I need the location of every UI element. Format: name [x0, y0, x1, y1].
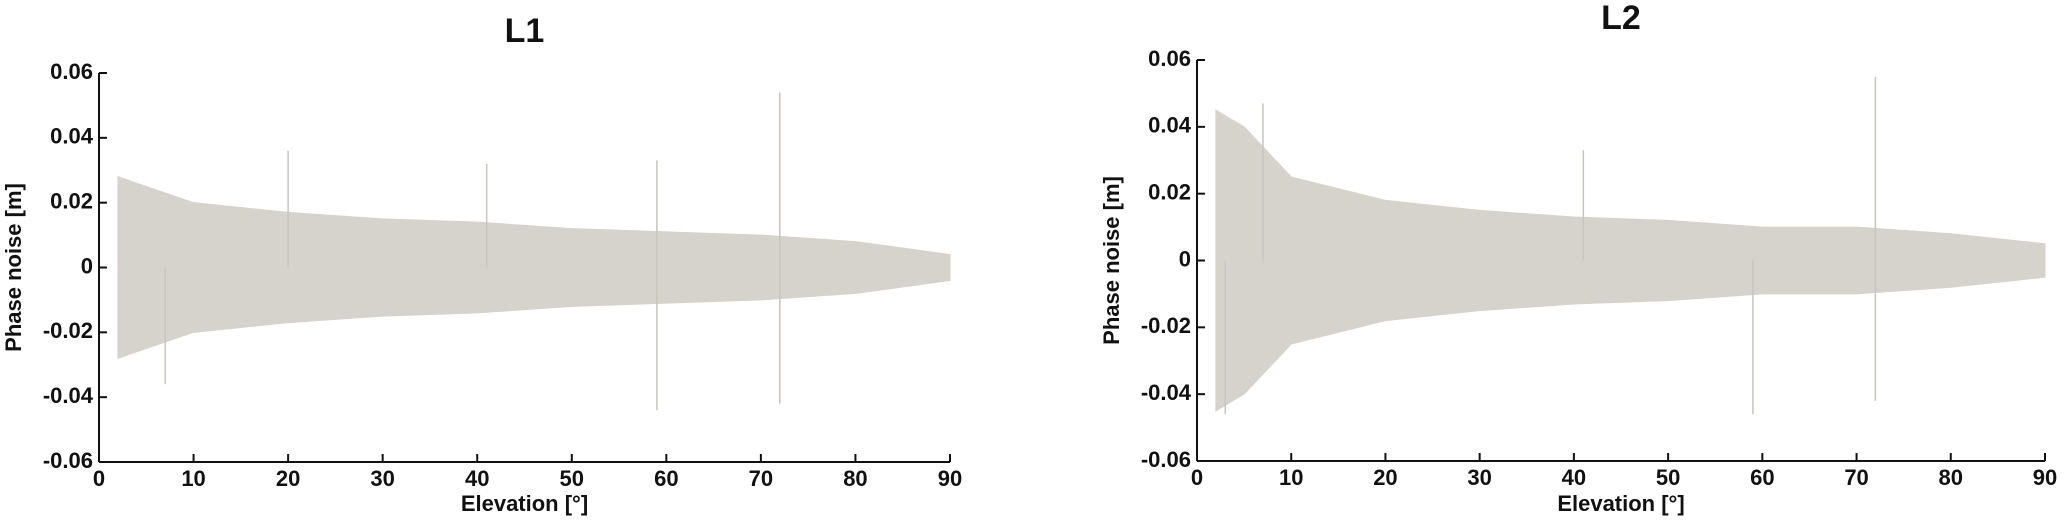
x-tick-label: 80: [1939, 465, 1963, 490]
y-tick-label: -0.04: [43, 383, 94, 408]
y-tick-label: 0.06: [50, 59, 93, 84]
x-tick-label: 90: [938, 466, 962, 491]
x-tick-label: 50: [1656, 465, 1680, 490]
y-axis-label: Phase noise [m]: [1, 183, 26, 352]
y-axis-label: Phase noise [m]: [1099, 176, 1124, 345]
y-tick-label: -0.06: [43, 448, 93, 473]
x-tick-label: 60: [654, 466, 678, 491]
chart-title: L1: [505, 12, 545, 50]
x-tick-label: 70: [749, 466, 773, 491]
x-tick-label: 10: [181, 466, 205, 491]
x-tick-label: 40: [1562, 465, 1586, 490]
x-tick-label: 20: [1373, 465, 1397, 490]
x-tick-label: 40: [465, 466, 489, 491]
noise-area: [1215, 260, 2046, 412]
x-tick-label: 30: [1467, 465, 1491, 490]
chart-title: L2: [1601, 0, 1641, 37]
noise-area: [1215, 109, 2046, 261]
y-tick-label: -0.02: [43, 318, 93, 343]
y-tick-label: 0.02: [50, 188, 93, 213]
y-tick-label: -0.04: [1141, 380, 1192, 405]
y-tick-label: 0.02: [1148, 179, 1191, 204]
x-tick-label: 0: [93, 466, 105, 491]
x-axis-label: Elevation [°]: [461, 491, 588, 516]
noise-area: [117, 267, 951, 359]
y-tick-label: 0.04: [50, 124, 94, 149]
y-tick-label: 0.06: [1148, 46, 1191, 71]
x-tick-label: 60: [1750, 465, 1774, 490]
y-tick-label: 0.04: [1148, 113, 1192, 138]
x-tick-label: 50: [560, 466, 584, 491]
x-tick-label: 20: [276, 466, 300, 491]
noise-area: [117, 176, 951, 268]
x-axis-label: Elevation [°]: [1557, 491, 1684, 516]
y-tick-label: 0: [1179, 246, 1191, 271]
x-tick-label: 30: [370, 466, 394, 491]
x-tick-label: 10: [1279, 465, 1303, 490]
x-tick-label: 70: [1844, 465, 1868, 490]
y-tick-label: -0.02: [1141, 313, 1191, 338]
y-tick-label: -0.06: [1141, 447, 1191, 472]
y-tick-label: 0: [81, 253, 93, 278]
x-tick-label: 90: [2033, 465, 2057, 490]
x-tick-label: 80: [843, 466, 867, 491]
x-tick-label: 0: [1191, 465, 1203, 490]
